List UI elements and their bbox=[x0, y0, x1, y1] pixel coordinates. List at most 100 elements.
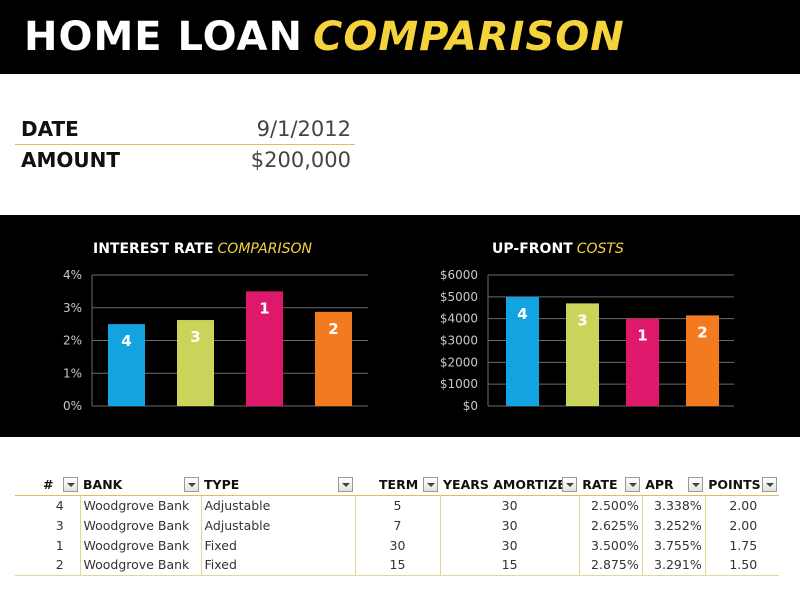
cell-number[interactable]: 4 bbox=[15, 495, 81, 515]
cell-points[interactable]: 1.50 bbox=[705, 555, 780, 576]
bar-data-label: 2 bbox=[328, 320, 338, 338]
col-header-type: TYPE bbox=[201, 475, 355, 496]
header-bar: HOME LOAN COMPARISON bbox=[0, 0, 800, 74]
bar[interactable] bbox=[626, 318, 659, 406]
cell-bank[interactable]: Woodgrove Bank bbox=[80, 555, 202, 576]
cell-apr[interactable]: 3.291% bbox=[642, 555, 706, 576]
filter-dropdown-icon[interactable] bbox=[338, 477, 353, 492]
date-label: DATE bbox=[21, 117, 79, 141]
bar[interactable] bbox=[246, 291, 283, 406]
table-row[interactable]: 3 Woodgrove Bank Adjustable 7 30 2.625% 3.252%… bbox=[15, 515, 779, 535]
table-body: 4 Woodgrove Bank Adjustable 5 30 2.500% 3.338%… bbox=[15, 495, 780, 576]
charts-band: INTEREST RATE COMPARISON 0% 1% 2% 3% 4% 4 3 1 2 U… bbox=[0, 215, 800, 437]
cell-points[interactable]: 2.00 bbox=[729, 517, 758, 533]
cell-term[interactable]: 15 bbox=[355, 555, 441, 576]
cell-years-amortized[interactable]: 30 bbox=[440, 495, 580, 515]
filter-dropdown-icon[interactable] bbox=[63, 477, 78, 492]
y-tick-label: $0 bbox=[463, 399, 478, 413]
cell-rate[interactable]: 2.625% bbox=[579, 515, 643, 535]
bar[interactable] bbox=[506, 296, 539, 406]
table-header-row: # BANK TYPE TERM YEARS AMORTIZED RATE AP… bbox=[15, 475, 780, 496]
cell-rate[interactable]: 2.500% bbox=[579, 495, 643, 515]
y-tick-label: 2% bbox=[63, 334, 82, 348]
filter-dropdown-icon[interactable] bbox=[562, 477, 578, 492]
table-row[interactable]: 1 Woodgrove Bank Fixed 30 30 3.500% 3.755% 1.75 bbox=[15, 535, 779, 555]
bar[interactable] bbox=[177, 320, 214, 406]
filter-dropdown-icon[interactable] bbox=[184, 477, 199, 492]
y-tick-label: 4% bbox=[63, 268, 82, 282]
filter-dropdown-icon[interactable] bbox=[688, 477, 704, 492]
cell-apr[interactable]: 3.338% bbox=[642, 495, 706, 515]
cell-years-amortized[interactable]: 30 bbox=[440, 515, 580, 535]
cell-rate[interactable]: 3.500% bbox=[579, 535, 643, 555]
cell-number[interactable]: 3 bbox=[15, 515, 81, 535]
y-tick-label: 3% bbox=[63, 301, 82, 315]
cell-rate[interactable]: 2.875% bbox=[579, 555, 643, 576]
y-tick-label: $3000 bbox=[440, 334, 478, 348]
col-header-number: # bbox=[15, 475, 80, 496]
bar-data-label: 4 bbox=[517, 305, 527, 323]
filter-dropdown-icon[interactable] bbox=[762, 477, 778, 492]
cell-type[interactable]: Adjustable bbox=[201, 495, 356, 515]
cell-type[interactable]: Adjustable bbox=[201, 515, 356, 535]
amount-value[interactable]: $200,000 bbox=[250, 148, 351, 172]
date-value[interactable]: 9/1/2012 bbox=[256, 117, 351, 141]
cell-years-amortized[interactable]: 15 bbox=[440, 555, 580, 576]
interest-rate-title-main: INTEREST RATE bbox=[93, 241, 214, 257]
cell-bank[interactable]: Woodgrove Bank bbox=[80, 535, 202, 555]
page-title: HOME LOAN COMPARISON bbox=[24, 14, 625, 60]
interest-rate-chart[interactable]: INTEREST RATE COMPARISON 0% 1% 2% 3% 4% 4 3 1 2 bbox=[40, 215, 380, 437]
cell-apr[interactable]: 3.252% bbox=[642, 515, 706, 535]
upfront-costs-chart-svg: $0 $1000 $2000 $3000 $4000 $5000 $6000 4 3 1 2 bbox=[440, 268, 734, 413]
filter-dropdown-icon[interactable] bbox=[423, 477, 438, 492]
y-tick-label: $6000 bbox=[440, 268, 478, 282]
interest-rate-chart-title: INTEREST RATE COMPARISON bbox=[93, 241, 312, 257]
col-header-apr: APR bbox=[642, 475, 706, 496]
bar[interactable] bbox=[108, 324, 145, 406]
cell-bank[interactable]: Woodgrove Bank bbox=[80, 495, 202, 515]
col-header-points: POINTS bbox=[705, 475, 780, 496]
cell-type[interactable]: Fixed bbox=[201, 535, 356, 555]
bar[interactable] bbox=[315, 311, 352, 406]
amount-label: AMOUNT bbox=[21, 148, 121, 172]
col-header-bank: BANK bbox=[80, 475, 201, 496]
amount-row: AMOUNT $200,000 bbox=[15, 145, 355, 176]
y-tick-label: $1000 bbox=[440, 377, 478, 391]
upfront-costs-title-accent: COSTS bbox=[576, 241, 624, 257]
interest-rate-chart-svg: 0% 1% 2% 3% 4% 4 3 1 2 bbox=[63, 268, 368, 413]
upfront-costs-chart-title: UP-FRONT COSTS bbox=[492, 241, 624, 257]
cell-points[interactable]: 2.00 bbox=[729, 497, 758, 513]
bar-data-label: 1 bbox=[259, 299, 269, 317]
cell-years-amortized[interactable]: 30 bbox=[440, 535, 580, 555]
cell-term[interactable]: 5 bbox=[355, 495, 441, 515]
cell-type[interactable]: Fixed bbox=[201, 555, 356, 576]
cell-apr[interactable]: 3.755% bbox=[642, 535, 706, 555]
title-main: HOME LOAN bbox=[24, 14, 303, 60]
upfront-costs-chart[interactable]: UP-FRONT COSTS $0 $1000 $2000 $3000 $4000 $500… bbox=[420, 215, 780, 437]
y-tick-label: 1% bbox=[63, 366, 82, 380]
interest-rate-title-accent: COMPARISON bbox=[217, 241, 312, 257]
cell-term[interactable]: 7 bbox=[355, 515, 441, 535]
bar[interactable] bbox=[686, 315, 719, 406]
cell-number[interactable]: 2 bbox=[15, 555, 81, 576]
cell-number[interactable]: 1 bbox=[15, 535, 81, 555]
date-row: DATE 9/1/2012 bbox=[15, 114, 355, 145]
title-accent: COMPARISON bbox=[312, 14, 625, 60]
bar-data-label: 4 bbox=[121, 332, 131, 350]
loan-comparison-table: # BANK TYPE TERM YEARS AMORTIZED RATE AP… bbox=[15, 475, 780, 576]
filter-dropdown-icon[interactable] bbox=[625, 477, 641, 492]
cell-points[interactable]: 1.75 bbox=[729, 537, 758, 553]
col-header-years-amortized: YEARS AMORTIZED bbox=[440, 475, 580, 496]
col-header-term: TERM bbox=[355, 475, 440, 496]
y-tick-label: 0% bbox=[63, 399, 82, 413]
col-header-rate: RATE bbox=[579, 475, 643, 496]
y-tick-label: $2000 bbox=[440, 355, 478, 369]
bar[interactable] bbox=[566, 303, 599, 406]
table-row[interactable]: 2 Woodgrove Bank Fixed 15 15 2.875% 3.291% 1.50 bbox=[15, 555, 780, 576]
cell-bank[interactable]: Woodgrove Bank bbox=[80, 515, 202, 535]
bar-data-label: 3 bbox=[190, 328, 200, 346]
table-row[interactable]: 4 Woodgrove Bank Adjustable 5 30 2.500% 3.338%… bbox=[15, 495, 779, 515]
bar-data-label: 3 bbox=[577, 311, 587, 329]
cell-term[interactable]: 30 bbox=[355, 535, 441, 555]
loan-summary: DATE 9/1/2012 AMOUNT $200,000 bbox=[15, 114, 355, 176]
